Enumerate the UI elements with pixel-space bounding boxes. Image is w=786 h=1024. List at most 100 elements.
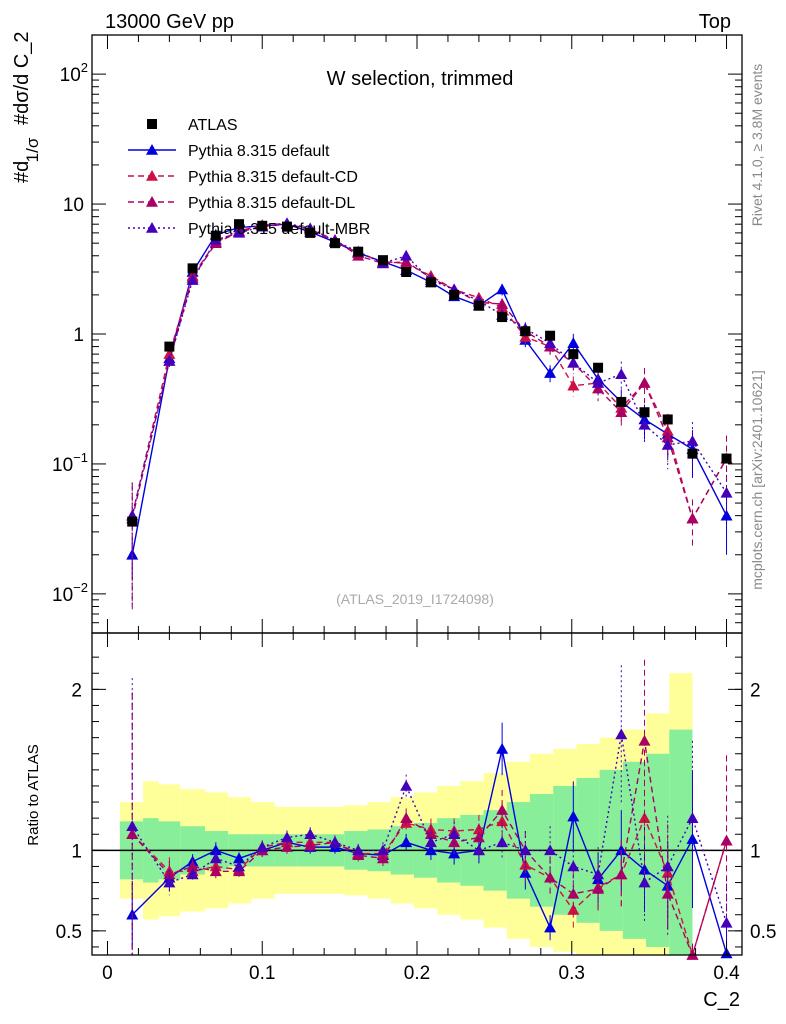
ratio-point [209,852,222,864]
atlas-point [497,312,508,323]
ratio-point [661,860,674,872]
ratio-bands [92,673,742,955]
data-point [686,435,699,446]
ratio-point [544,844,557,856]
ratio-tick-label-left: 0.5 [56,922,82,943]
ratio-point [686,833,699,844]
atlas-point [234,219,245,230]
data-point [615,368,628,380]
ratio-point [496,742,509,754]
atlas-point [449,289,460,300]
atlas-point [353,246,364,257]
x-tick-label: 0.2 [404,963,430,984]
y-axis-label-main: #dσ/d C_2 [11,31,33,125]
ratio-point [496,804,509,815]
atlas-point [377,255,388,266]
atlas-point [593,362,604,373]
series-layer [126,217,733,960]
x-axis-label: C_2 [703,989,740,1011]
legend-label: Pythia 8.315 default-MBR [188,221,370,238]
legend-marker-atlas [147,119,157,129]
legend-marker [146,222,158,233]
ratio-point [638,876,651,888]
x-tick-label: 0.4 [713,963,740,984]
data-point [567,337,580,348]
atlas-point [164,341,175,352]
ratio-point [400,812,413,823]
y-axis-label: #d 1/σ #dσ/d C_2 [11,31,42,183]
data-point [615,406,628,418]
atlas-point [127,516,138,527]
ratio-point [615,844,628,856]
ratio-tick-label-left: 1 [71,841,82,862]
ratio-point [472,831,485,843]
data-point [567,356,580,368]
ratio-point [448,828,461,840]
legend-marker [146,144,158,155]
ratio-tick-label-right: 2 [750,680,761,701]
ratio-point [209,844,222,856]
series-line-3 [131,223,728,521]
rivet-label: Rivet 4.1.0, ≥ 3.8M events [749,64,765,227]
series-line-4 [131,222,728,516]
data-point [638,418,651,430]
header-left: 13000 GeV pp [105,11,234,33]
atlas-point [616,396,627,407]
data-point [400,255,413,267]
ratio-point [615,728,628,740]
ratio-point [400,779,413,791]
ratio-point [638,734,651,746]
y-axis-label-prefix: #d [11,161,33,183]
data-point [163,354,176,366]
x-tick-label: 0 [102,963,113,984]
y-tick-label: 10 [63,195,84,216]
data-point [496,298,509,309]
y-axis-label-frac: 1/σ [23,137,42,162]
ratio-point [424,836,437,848]
atlas-point [520,326,531,337]
analysis-id: (ATLAS_2019_I1724098) [336,591,494,607]
ratio-tick-label-left: 2 [71,680,82,701]
data-point [661,438,674,450]
ratio-point [186,868,199,880]
atlas-point [473,300,484,311]
legend-label: Pythia 8.315 default [188,143,330,160]
ratio-y-label: Ratio to ATLAS [25,744,42,845]
ratio-point [661,887,674,899]
x-tick-label: 0.1 [249,963,275,984]
ratio-point [448,836,461,848]
mcplots-label: mcplots.cern.ch [arXiv:2401.10621] [749,370,765,589]
ratio-point [567,860,580,872]
atlas-point [568,349,579,360]
data-point [163,348,176,359]
ratio-point [376,844,389,856]
ratio-point [304,839,317,851]
ratio-point [567,903,580,915]
legend-label: Pythia 8.315 default-DL [188,195,355,212]
legend-label: Pythia 8.315 default-CD [188,169,358,186]
legend-label: ATLAS [188,117,238,134]
ratio-point [567,810,580,822]
header-right: Top [699,11,731,33]
data-point [496,283,509,295]
data-point [233,226,246,238]
axes: 0 0.1 0.2 0.3 0.4 10−2 10−1 1 10 102 0.5 0.5 1 1 2 2 [52,34,776,984]
ratio-point [592,868,605,880]
ratio-point [720,916,733,928]
atlas-point [545,330,556,341]
ratio-point [615,868,628,880]
data-point [686,512,699,524]
y-tick-label: 10−2 [52,580,88,606]
legend: ATLAS Pythia 8.315 default Pythia 8.315 de… [128,117,370,238]
atlas-point [329,238,340,249]
legend-marker [146,170,158,181]
legend-marker [146,196,158,207]
ratio-tick-label-right: 1 [750,841,761,862]
ratio-point [472,844,485,856]
data-point [720,486,733,498]
atlas-point [282,221,292,232]
data-point [661,431,674,443]
atlas-point [257,220,268,231]
series-line-2 [131,222,728,521]
ratio-point [163,868,176,880]
